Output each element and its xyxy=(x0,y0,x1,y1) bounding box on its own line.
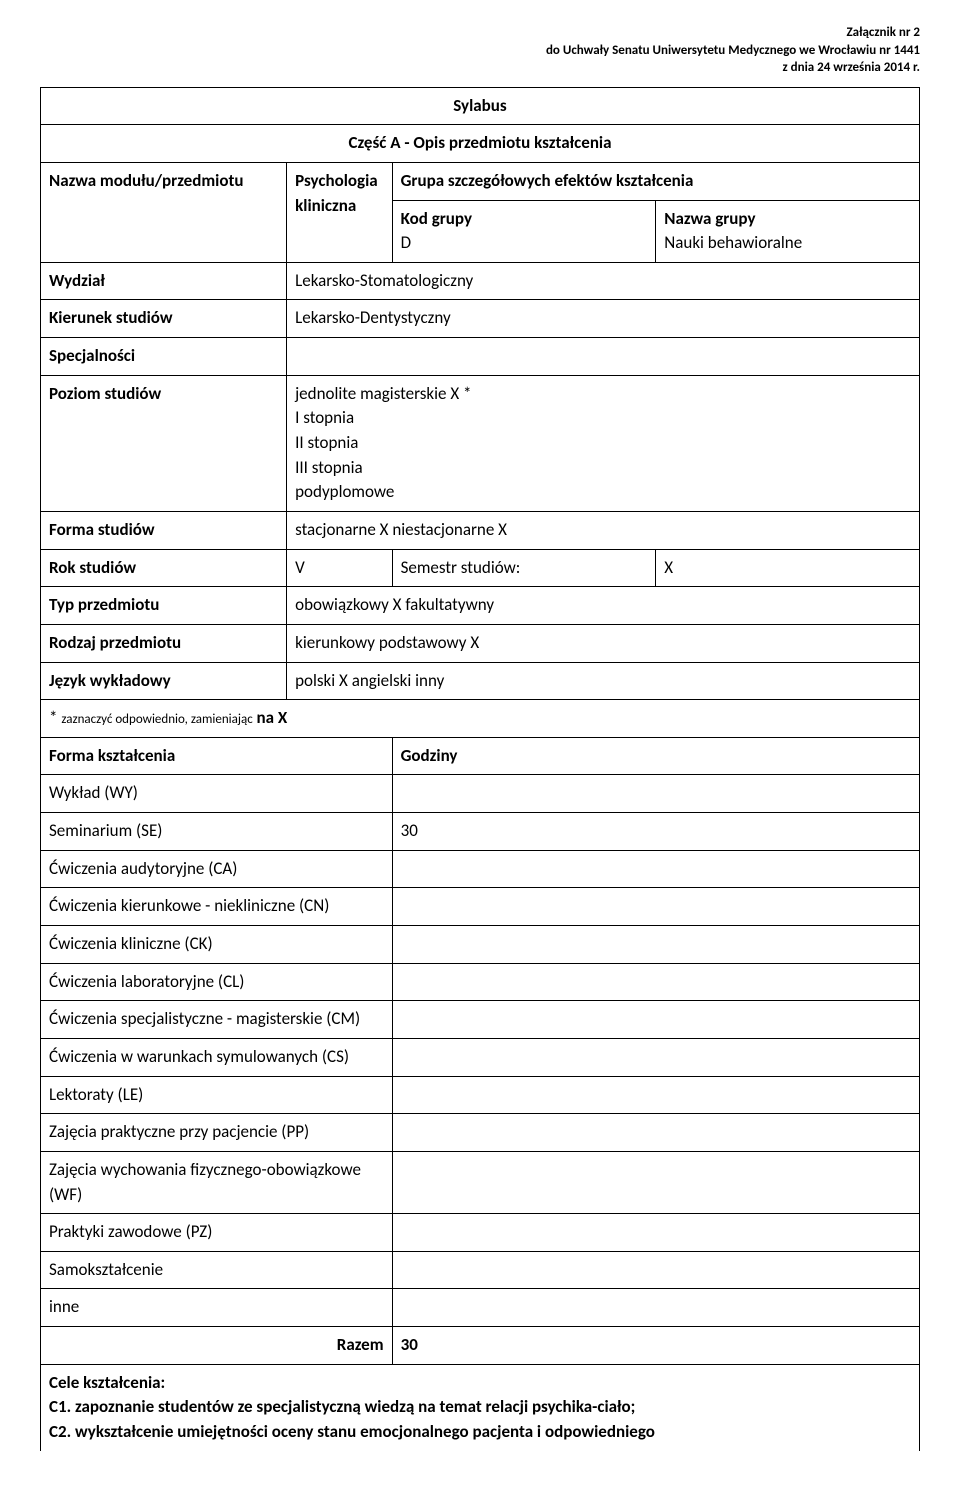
value-kod-grupy: D xyxy=(401,232,411,253)
form-name: Lektoraty (LE) xyxy=(41,1076,393,1114)
poziom-line-0: jednolite magisterskie X * xyxy=(295,382,911,407)
form-hours xyxy=(392,1114,919,1152)
form-hours xyxy=(392,850,919,888)
poziom-line-4: podyplomowe xyxy=(295,480,911,505)
poziom-line-3: III stopnia xyxy=(295,456,911,481)
page: Załącznik nr 2 do Uchwały Senatu Uniwers… xyxy=(0,0,960,1491)
form-row: Seminarium (SE) 30 xyxy=(41,813,920,851)
footnote-row: * zaznaczyć odpowiednio, zamieniając na … xyxy=(41,700,920,738)
form-hours xyxy=(392,775,919,813)
form-row: Zajęcia wychowania fizycznego-obowiązkow… xyxy=(41,1151,920,1213)
cele-line-1: C2. wykształcenie umiejętności oceny sta… xyxy=(49,1420,911,1445)
label-wydzial: Wydział xyxy=(41,262,287,300)
form-hours xyxy=(392,888,919,926)
header-line-1: Załącznik nr 2 xyxy=(40,24,920,42)
form-name: Ćwiczenia laboratoryjne (CL) xyxy=(41,963,393,1001)
form-name: Ćwiczenia kliniczne (CK) xyxy=(41,926,393,964)
form-hours xyxy=(392,1038,919,1076)
value-specjalnosci xyxy=(287,338,920,376)
label-razem: Razem xyxy=(41,1327,393,1365)
form-row: Ćwiczenia kliniczne (CK) xyxy=(41,926,920,964)
label-jezyk: Język wykładowy xyxy=(41,662,287,700)
form-name: Ćwiczenia audytoryjne (CA) xyxy=(41,850,393,888)
form-name: inne xyxy=(41,1289,393,1327)
note-suffix: na X xyxy=(253,707,288,728)
poziom-line-2: II stopnia xyxy=(295,431,911,456)
label-nazwa-grupy: Nazwa grupy xyxy=(664,208,755,229)
form-hours xyxy=(392,963,919,1001)
value-poziom: jednolite magisterskie X * I stopnia II … xyxy=(287,375,920,511)
form-row: Lektoraty (LE) xyxy=(41,1076,920,1114)
label-kierunek: Kierunek studiów xyxy=(41,300,287,338)
form-name: Seminarium (SE) xyxy=(41,813,393,851)
form-hours xyxy=(392,1151,919,1213)
part-a-cell: Część A - Opis przedmiotu kształcenia xyxy=(41,125,920,163)
label-nazwa-modulu: Nazwa modułu/przedmiotu xyxy=(41,162,287,262)
form-name: Ćwiczenia specjalistyczne - magisterskie… xyxy=(41,1001,393,1039)
form-row: Ćwiczenia audytoryjne (CA) xyxy=(41,850,920,888)
form-row: Zajęcia praktyczne przy pacjencie (PP) xyxy=(41,1114,920,1152)
value-przedmiot: Psychologia kliniczna xyxy=(287,162,392,262)
value-rodzaj: kierunkowy podstawowy X xyxy=(287,624,920,662)
note-prefix: * xyxy=(49,707,61,728)
form-hours xyxy=(392,1001,919,1039)
value-rok: V xyxy=(287,549,392,587)
label-rok: Rok studiów xyxy=(41,549,287,587)
value-forma-studiow: stacjonarne X niestacjonarne X xyxy=(287,511,920,549)
form-hours xyxy=(392,1289,919,1327)
label-forma-studiow: Forma studiów xyxy=(41,511,287,549)
label-semestr: Semestr studiów: xyxy=(392,549,656,587)
form-name: Wykład (WY) xyxy=(41,775,393,813)
attachment-header: Załącznik nr 2 do Uchwały Senatu Uniwers… xyxy=(40,24,920,77)
value-jezyk: polski X angielski inny xyxy=(287,662,920,700)
form-row: Wykład (WY) xyxy=(41,775,920,813)
form-name: Zajęcia wychowania fizycznego-obowiązkow… xyxy=(41,1151,393,1213)
value-semestr: X xyxy=(656,549,920,587)
form-name: Praktyki zawodowe (PZ) xyxy=(41,1214,393,1252)
syllabus-table: Sylabus Część A - Opis przedmiotu kształ… xyxy=(40,87,920,1451)
label-rodzaj: Rodzaj przedmiotu xyxy=(41,624,287,662)
title-cell: Sylabus xyxy=(41,87,920,125)
value-typ: obowiązkowy X fakultatywny xyxy=(287,587,920,625)
form-name: Zajęcia praktyczne przy pacjencie (PP) xyxy=(41,1114,393,1152)
label-poziom: Poziom studiów xyxy=(41,375,287,511)
label-typ: Typ przedmiotu xyxy=(41,587,287,625)
form-hours xyxy=(392,1251,919,1289)
form-hours xyxy=(392,1076,919,1114)
form-row: Ćwiczenia kierunkowe - niekliniczne (CN) xyxy=(41,888,920,926)
form-hours: 30 xyxy=(392,813,919,851)
form-hours xyxy=(392,1214,919,1252)
label-cele: Cele kształcenia: xyxy=(49,1371,911,1396)
label-godziny: Godziny xyxy=(392,737,919,775)
form-row: Samokształcenie xyxy=(41,1251,920,1289)
form-hours xyxy=(392,926,919,964)
cele-cell: Cele kształcenia: C1. zapoznanie student… xyxy=(41,1364,920,1450)
label-grupa-efektow: Grupa szczegółowych efektów kształcenia xyxy=(392,162,919,200)
value-kierunek: Lekarsko-Dentystyczny xyxy=(287,300,920,338)
cele-line-0: C1. zapoznanie studentów ze specjalistyc… xyxy=(49,1395,911,1420)
header-line-2: do Uchwały Senatu Uniwersytetu Medyczneg… xyxy=(40,42,920,60)
poziom-line-1: I stopnia xyxy=(295,406,911,431)
form-row: Ćwiczenia w warunkach symulowanych (CS) xyxy=(41,1038,920,1076)
value-razem: 30 xyxy=(392,1327,919,1365)
value-wydzial: Lekarsko-Stomatologiczny xyxy=(287,262,920,300)
nazwa-grupy-cell: Nazwa grupy Nauki behawioralne xyxy=(656,200,920,262)
label-specjalnosci: Specjalności xyxy=(41,338,287,376)
kod-grupy-cell: Kod grupy D xyxy=(392,200,656,262)
form-row: Ćwiczenia laboratoryjne (CL) xyxy=(41,963,920,1001)
label-forma-ksz: Forma kształcenia xyxy=(41,737,393,775)
form-name: Samokształcenie xyxy=(41,1251,393,1289)
form-name: Ćwiczenia kierunkowe - niekliniczne (CN) xyxy=(41,888,393,926)
note-small: zaznaczyć odpowiednio, zamieniając xyxy=(61,712,252,727)
header-line-3: z dnia 24 września 2014 r. xyxy=(40,59,920,77)
form-row: Ćwiczenia specjalistyczne - magisterskie… xyxy=(41,1001,920,1039)
form-name: Ćwiczenia w warunkach symulowanych (CS) xyxy=(41,1038,393,1076)
form-row: Praktyki zawodowe (PZ) xyxy=(41,1214,920,1252)
label-kod-grupy: Kod grupy xyxy=(401,208,472,229)
value-nazwa-grupy: Nauki behawioralne xyxy=(664,232,802,253)
form-row: inne xyxy=(41,1289,920,1327)
